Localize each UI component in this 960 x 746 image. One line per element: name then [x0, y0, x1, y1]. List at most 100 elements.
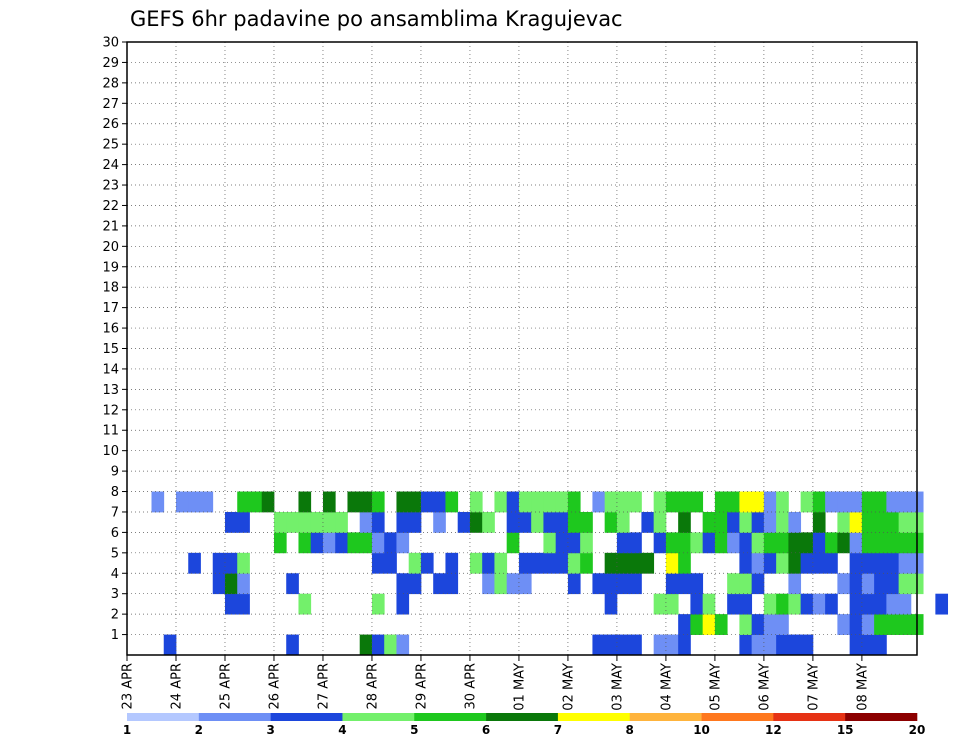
y-tick-label: 11 [102, 424, 119, 439]
x-tick-label: 07 MAY [806, 663, 821, 711]
heatmap-cell [212, 573, 226, 595]
heatmap-cell [788, 552, 802, 574]
heatmap-cell [616, 511, 630, 533]
heatmap-cell [592, 491, 606, 513]
heatmap-cell [653, 634, 667, 656]
heatmap-cell [641, 552, 655, 574]
y-tick-label: 3 [111, 587, 119, 602]
heatmap-cell [763, 491, 777, 513]
heatmap-cell [408, 552, 422, 574]
heatmap-cell [298, 532, 312, 554]
heatmap-cell [812, 593, 826, 615]
heatmap-cell [237, 552, 250, 574]
heatmap-cell [396, 573, 410, 595]
heatmap-cell [273, 511, 287, 533]
colorbar-segment [198, 713, 271, 721]
heatmap-cell [702, 511, 716, 533]
y-axis-ticks: 1234567891011121314151617181920212223242… [102, 36, 127, 643]
heatmap-cell [727, 511, 740, 533]
heatmap-cell [800, 634, 814, 656]
heatmap-cell [874, 511, 887, 533]
colorbar-segment [629, 713, 702, 721]
heatmap-cell [653, 593, 667, 615]
heatmap-cell [445, 552, 459, 574]
heatmap-cell [861, 511, 875, 533]
heatmap-cell [273, 532, 287, 554]
heatmap-cell [482, 511, 495, 533]
heatmap-cell [518, 511, 532, 533]
heatmap-cell [665, 573, 679, 595]
heatmap-cell [886, 614, 900, 635]
heatmap-cell [874, 614, 887, 635]
heatmap-cell [408, 511, 422, 533]
heatmap-cell [837, 573, 851, 595]
heatmap-cell [457, 511, 471, 533]
heatmap-cell [482, 552, 495, 574]
colorbar-segment [486, 713, 559, 721]
y-tick-label: 13 [102, 383, 119, 398]
heatmap-cell [616, 634, 630, 656]
heatmap-cell [433, 573, 446, 595]
heatmap-cell [604, 491, 618, 513]
heatmap-cell [433, 491, 446, 513]
heatmap-cell [531, 552, 544, 574]
heatmap-cell [359, 511, 373, 533]
heatmap-cell [788, 573, 802, 595]
colorbar-segment [773, 713, 846, 721]
heatmap-cell [335, 532, 348, 554]
heatmap-cell [702, 532, 716, 554]
y-tick-label: 27 [102, 97, 119, 112]
heatmap-cell [653, 532, 667, 554]
heatmap-cell [861, 491, 875, 513]
colorbar-segment [845, 713, 918, 721]
heatmap-cell [825, 552, 838, 574]
heatmap-cell [506, 573, 520, 595]
heatmap-cell [874, 573, 887, 595]
heatmap-cell [237, 491, 250, 513]
heatmap-cell [861, 593, 875, 615]
heatmap-cell [335, 511, 348, 533]
heatmap-cell [714, 511, 728, 533]
heatmap-cell [408, 491, 422, 513]
heatmap-cell [837, 491, 851, 513]
heatmap-cell [555, 511, 569, 533]
x-tick-label: 27 APR [316, 663, 331, 709]
colorbar-label: 3 [266, 723, 274, 737]
heatmap-cell [224, 552, 238, 574]
heatmap-cell [874, 552, 887, 574]
heatmap-cell [788, 532, 802, 554]
heatmap-cell [776, 614, 789, 635]
x-tick-label: 03 MAY [610, 663, 625, 711]
heatmap-cell [727, 532, 740, 554]
heatmap-cell [812, 491, 826, 513]
heatmap-cell [751, 614, 765, 635]
colorbar-label: 7 [554, 723, 562, 737]
heatmap-cell [751, 511, 765, 533]
y-tick-label: 9 [111, 465, 119, 480]
heatmap-cell [567, 532, 581, 554]
y-tick-label: 17 [102, 301, 119, 316]
heatmap-cell [849, 532, 863, 554]
heatmap-cell [384, 552, 397, 574]
heatmap-cell [727, 491, 740, 513]
heatmap-cell [396, 593, 410, 615]
heatmap-cell [494, 552, 508, 574]
heatmap-cell [298, 593, 312, 615]
heatmap-cell [408, 573, 422, 595]
heatmap-cell [629, 491, 642, 513]
heatmap-cell [310, 532, 324, 554]
heatmap-cell [861, 614, 875, 635]
heatmap-cell [543, 511, 557, 533]
heatmap-cell [739, 573, 753, 595]
colorbar-label: 15 [837, 723, 854, 737]
heatmap-cell [555, 491, 569, 513]
heatmap-cell [482, 573, 495, 595]
heatmap-cell [151, 491, 165, 513]
y-tick-label: 8 [111, 485, 119, 500]
heatmap-cell [347, 532, 361, 554]
heatmap-cell [433, 511, 446, 533]
heatmap-cell [359, 491, 373, 513]
y-tick-label: 1 [111, 628, 119, 643]
y-tick-label: 6 [111, 526, 119, 541]
